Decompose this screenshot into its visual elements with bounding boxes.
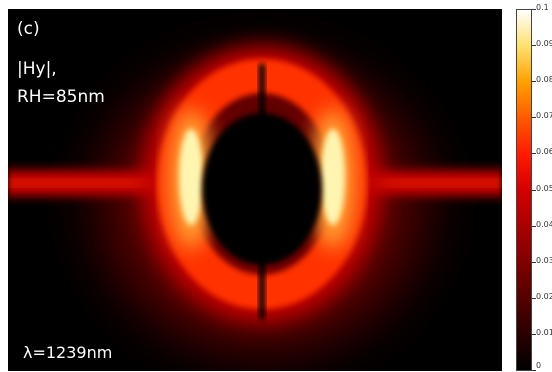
colorbar-tick (532, 334, 536, 335)
colorbar-tick-label: 0.1 (536, 3, 549, 12)
colorbar-tick-label: 0 (536, 361, 542, 370)
colorbar-tick (532, 81, 536, 82)
colorbar-tick (532, 117, 536, 118)
colorbar-tick-label: 0.09 (536, 39, 552, 48)
colorbar-tick (532, 370, 536, 371)
colorbar-tick (532, 298, 536, 299)
left-hotspot-core (179, 129, 203, 225)
right-hotspot-core (321, 129, 345, 225)
field-map-image (8, 46, 502, 355)
colorbar-tick (532, 45, 536, 46)
colorbar-tick-label: 0.08 (536, 75, 552, 84)
colorbar-tick-label: 0.05 (536, 184, 552, 193)
colorbar-tick-label: 0.01 (536, 328, 552, 337)
colorbar-tick-label: 0.02 (536, 292, 552, 301)
colorbar-tick (532, 153, 536, 154)
colorbar-tick (532, 262, 536, 263)
panel-label: (c) (17, 19, 40, 39)
colorbar-tick-label: 0.07 (536, 111, 552, 120)
ring-split (259, 64, 265, 319)
colorbar-tick (532, 190, 536, 191)
field-map: (c) |Hy|, RH=85nm λ=1239nm (8, 9, 502, 371)
field-label: |Hy|, (17, 59, 57, 79)
colorbar-tick-label: 0.03 (536, 256, 552, 265)
radius-label: RH=85nm (17, 87, 105, 107)
colorbar-tick (532, 9, 536, 10)
colorbar (516, 9, 532, 371)
wavelength-label: λ=1239nm (23, 343, 113, 362)
colorbar-tick-label: 0.04 (536, 220, 552, 229)
colorbar-tick (532, 226, 536, 227)
colorbar-tick-label: 0.06 (536, 147, 552, 156)
